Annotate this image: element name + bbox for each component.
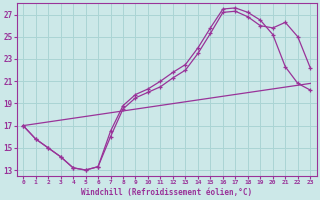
X-axis label: Windchill (Refroidissement éolien,°C): Windchill (Refroidissement éolien,°C): [81, 188, 252, 197]
